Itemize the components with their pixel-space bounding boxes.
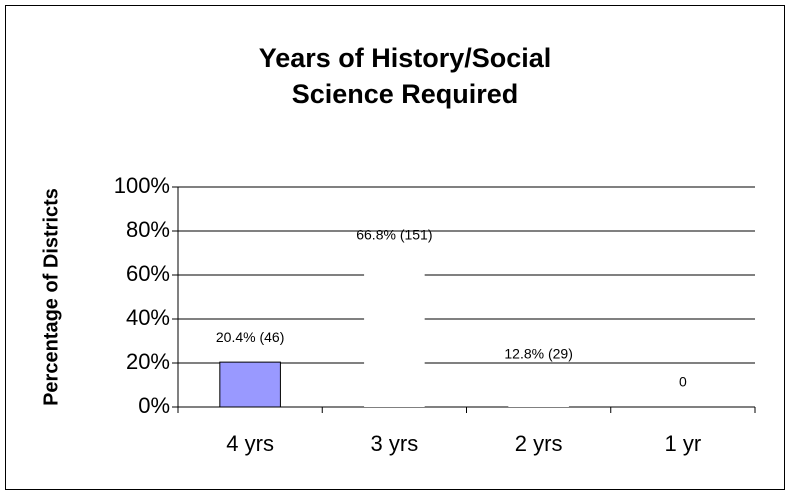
bar [219, 361, 281, 408]
chart-title: Years of History/Social Science Required [258, 43, 552, 109]
y-tick-label: 60% [126, 261, 170, 286]
bar [364, 260, 425, 407]
y-tick-label: 40% [126, 305, 170, 330]
y-tick-label: 20% [126, 349, 170, 374]
y-axis-label: Percentage of Districts [40, 188, 62, 406]
value-label: 66.8% (151) [356, 227, 432, 243]
x-tick-label: 2 yrs [515, 431, 563, 456]
value-label: 12.8% (29) [504, 346, 572, 362]
x-tick-label: 4 yrs [226, 431, 274, 456]
x-tick-label: 1 yr [665, 431, 702, 456]
frame-border [5, 5, 785, 490]
bar [508, 378, 569, 407]
y-tick-label: 100% [114, 173, 170, 198]
y-tick-label: 0% [138, 393, 170, 418]
value-label: 0 [679, 374, 687, 390]
value-label: 20.4% (46) [216, 329, 284, 345]
x-tick-label: 3 yrs [371, 431, 419, 456]
y-tick-label: 80% [126, 217, 170, 242]
